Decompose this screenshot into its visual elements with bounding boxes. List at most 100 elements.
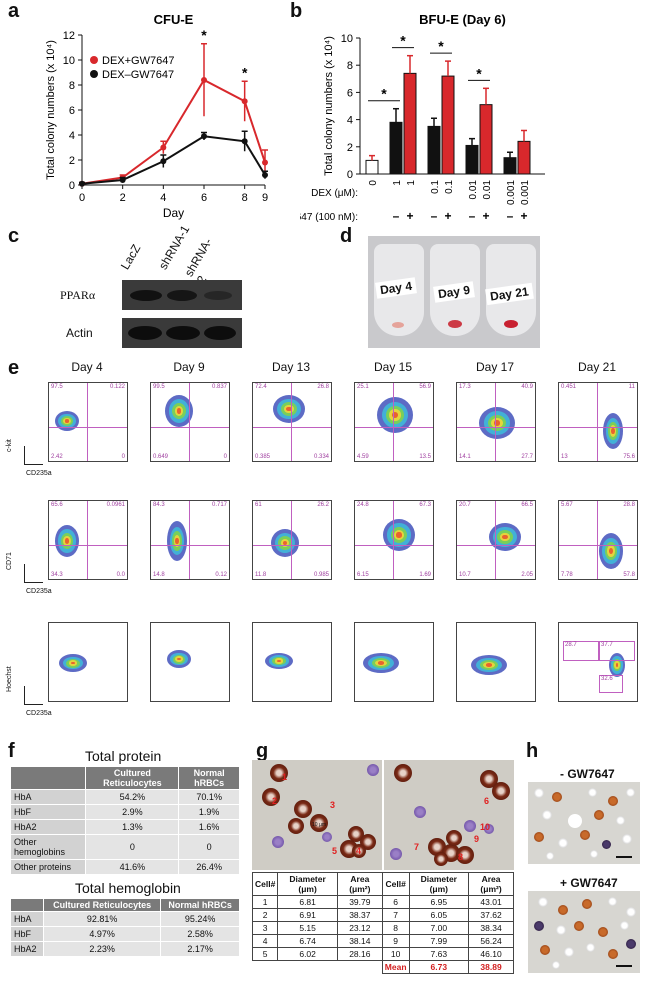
row-name: Other proteins — [9, 859, 87, 875]
table-row: Other hemoglobins 0 0 — [9, 834, 240, 860]
band — [204, 291, 232, 300]
significance-mark: * — [242, 64, 248, 80]
value: 37.62 — [468, 908, 514, 922]
data-point — [79, 180, 85, 187]
quadrant-percent: 66.5 — [521, 502, 533, 508]
legend-marker — [90, 56, 98, 64]
value: 6.91 — [277, 908, 338, 922]
col-cell: Cell# — [381, 872, 410, 896]
quadrant-percent: 72.4 — [255, 384, 267, 390]
blot-ppara — [122, 280, 242, 310]
panel-e-label: e — [8, 357, 20, 379]
value: 39.79 — [336, 895, 383, 909]
quadrant-percent: 65.6 — [51, 502, 63, 508]
quadrant-gate — [495, 501, 496, 579]
value: 6.05 — [408, 908, 470, 922]
quadrant-percent: 34.3 — [51, 572, 63, 578]
y-tick-label: 10 — [341, 33, 353, 45]
quadrant-gate — [151, 545, 229, 546]
western-blot: LacZ shRNA-1 shRNA-2 PPARα Actin — [60, 223, 250, 358]
quadrant-percent: 20.7 — [459, 502, 471, 508]
cell — [534, 921, 544, 931]
quadrant-percent: 7.78 — [561, 572, 573, 578]
cell-number: 4 — [251, 934, 279, 948]
band — [128, 326, 162, 340]
gw-tick-label: – — [507, 209, 514, 223]
population-density — [378, 661, 384, 665]
cell — [434, 852, 448, 866]
flow-day-header: Day 4 — [71, 360, 103, 374]
legend-label: DEX–GW7647 — [102, 69, 174, 81]
cell — [574, 921, 584, 931]
chart-title: BFU-E (Day 6) — [419, 12, 506, 27]
value: 7.00 — [408, 921, 470, 935]
cell — [534, 788, 544, 798]
cell — [538, 897, 548, 907]
table-row: HbF 4.97% 2.58% — [10, 926, 240, 942]
empty — [253, 961, 278, 974]
quadrant-percent: 14.8 — [153, 572, 165, 578]
cell — [390, 848, 402, 860]
bar — [517, 140, 531, 175]
cell — [464, 820, 476, 832]
flow-day-header: Day 9 — [173, 360, 205, 374]
scale-bar-label: 10 μm — [312, 822, 326, 828]
quadrant-gate — [253, 427, 331, 428]
population-density — [486, 663, 492, 667]
flow-plot: 5.67 28.8 7.78 57.8 — [558, 500, 638, 580]
cell — [552, 792, 562, 802]
quadrant-gate — [49, 545, 127, 546]
tubes-photo: Day 4 Day 9 Day 21 — [368, 236, 540, 348]
cell — [480, 770, 498, 788]
quadrant-percent: 26.8 — [317, 384, 329, 390]
flow-day-header: Day 21 — [577, 360, 617, 374]
flow-plot — [48, 622, 128, 702]
flow-plot: 99.5 0.837 0.649 0 — [150, 382, 230, 462]
population-density — [615, 663, 619, 667]
band — [166, 326, 200, 340]
panel-g-label: g — [256, 740, 269, 762]
col-normal: Normal hRBCs — [178, 766, 240, 790]
y-tick-label: 6 — [347, 87, 353, 99]
cell-number: 3 — [251, 921, 279, 935]
quadrant-percent: 13.5 — [419, 454, 431, 460]
quadrant-gate — [87, 383, 88, 461]
quadrant-percent: 14.1 — [459, 454, 471, 460]
protein-table: Cultured Reticulocytes Normal hRBCs HbA 5… — [9, 766, 240, 875]
flow-day-header: Day 13 — [271, 360, 311, 374]
flow-plot — [354, 622, 434, 702]
gate-percent: 28.7 — [565, 642, 577, 648]
population-density — [396, 532, 402, 538]
table-row: HbF 2.9% 1.9% — [9, 804, 240, 820]
cell — [270, 764, 288, 782]
cell-pellet — [448, 320, 462, 328]
population-density — [176, 408, 182, 414]
value: 23.12 — [336, 921, 383, 935]
hemoglobin-title: Total hemoglobin — [75, 880, 181, 896]
flow-plot: 84.3 0.717 14.8 0.12 — [150, 500, 230, 580]
gate-percent: 37.7 — [601, 642, 613, 648]
cell — [586, 943, 595, 952]
x-tick-label: 0 — [79, 192, 85, 204]
col-diameter: Diameter (μm) — [277, 872, 338, 896]
gate-rectangle — [599, 675, 623, 693]
cell-number-label: 9 — [474, 834, 480, 844]
table-row: HbA2 1.3% 1.6% — [9, 819, 240, 835]
gate-rectangle — [599, 641, 635, 661]
cell — [626, 907, 636, 917]
table-row: HbA2 2.23% 2.17% — [10, 941, 240, 957]
flow-plot: 72.4 26.8 0.385 0.334 — [252, 382, 332, 462]
cell — [620, 921, 629, 930]
col-area: Area (μm²) — [336, 872, 383, 896]
y-tick-label: 8 — [69, 80, 75, 92]
quadrant-percent: 4.59 — [357, 454, 369, 460]
y-tick-label: 6 — [69, 105, 75, 117]
data-point — [119, 177, 126, 183]
quadrant-percent: 0.122 — [109, 384, 125, 390]
quadrant-gate — [87, 501, 88, 579]
row-name: Other hemoglobins — [9, 834, 87, 860]
row-label-ppara: PPARα — [60, 288, 96, 302]
col-cell: Cell# — [251, 872, 279, 896]
cell — [540, 945, 550, 955]
significance-mark: * — [400, 33, 406, 49]
